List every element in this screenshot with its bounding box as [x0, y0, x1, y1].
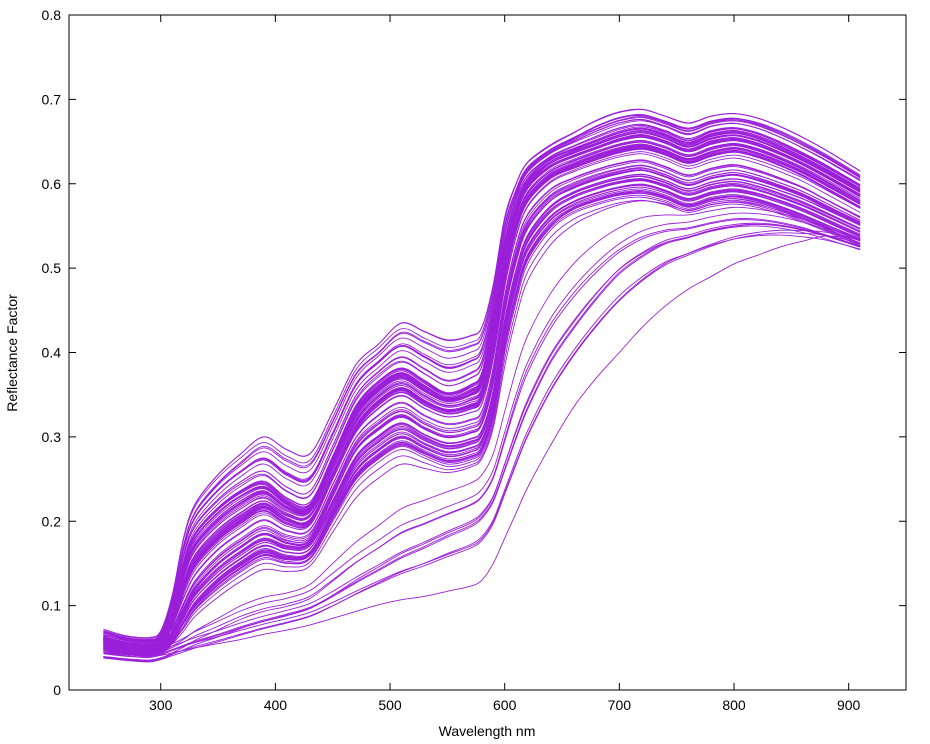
spectrum-line	[103, 200, 861, 656]
spectrum-line	[103, 178, 861, 651]
spectrum-line	[103, 123, 861, 647]
spectrum-line	[103, 147, 861, 650]
spectrum-line	[103, 160, 861, 648]
spectrum-line	[103, 125, 861, 642]
spectrum-line	[103, 115, 861, 647]
x-tick-label: 400	[264, 697, 288, 713]
spectrum-line	[103, 141, 861, 647]
spectrum-line	[103, 179, 861, 655]
spectrum-line	[103, 169, 861, 655]
spectrum-line	[103, 113, 861, 647]
spectrum-line	[103, 234, 861, 663]
spectrum-line	[103, 223, 861, 657]
spectrum-line	[103, 136, 861, 643]
y-tick-label: 0.6	[42, 176, 62, 192]
spectrum-line	[103, 178, 861, 653]
series-layer	[103, 108, 861, 663]
x-tick-label: 300	[149, 697, 173, 713]
spectrum-line	[103, 222, 861, 654]
spectrum-line	[103, 134, 861, 646]
y-tick-label: 0.5	[42, 260, 62, 276]
x-tick-label: 500	[378, 697, 402, 713]
x-tick-label: 700	[608, 697, 632, 713]
spectrum-line	[103, 194, 861, 657]
x-tick-label: 800	[722, 697, 746, 713]
y-tick-label: 0.4	[42, 345, 62, 361]
y-tick-label: 0.1	[42, 598, 62, 614]
spectrum-line	[103, 116, 861, 639]
spectrum-line	[103, 109, 861, 639]
x-axis-label: Wavelength nm	[439, 723, 536, 739]
x-tick-label: 900	[837, 697, 861, 713]
y-tick-label: 0	[53, 682, 61, 698]
spectrum-line	[103, 145, 861, 648]
y-tick-label: 0.3	[42, 429, 62, 445]
spectrum-line	[103, 148, 861, 653]
spectrum-line	[103, 167, 861, 651]
spectrum-line	[103, 188, 861, 654]
spectrum-line	[103, 164, 861, 648]
spectrum-line	[103, 199, 861, 654]
spectrum-line	[103, 146, 861, 651]
x-tick-label: 600	[493, 697, 517, 713]
spectrum-line	[103, 206, 861, 656]
spectrum-line	[103, 159, 861, 648]
spectrum-line	[103, 190, 861, 654]
y-tick-label: 0.8	[42, 7, 62, 23]
spectrum-line	[103, 232, 861, 661]
spectrum-line	[103, 128, 861, 649]
spectrum-line	[103, 224, 861, 658]
y-tick-label: 0.2	[42, 513, 62, 529]
y-tick-label: 0.7	[42, 91, 62, 107]
spectrum-line	[103, 161, 861, 648]
tick-layer: 300 400 500 600 700 800 900 0 0.1 0.2 0.3 0.4 0.5 0.6…	[42, 7, 906, 713]
y-axis-label: Reflectance Factor	[4, 294, 20, 412]
spectrum-line	[103, 219, 861, 656]
spectrum-line	[103, 218, 861, 662]
spectrum-line	[103, 212, 861, 652]
spectrum-line	[103, 132, 861, 648]
spectrum-line	[103, 153, 861, 646]
spectrum-line	[103, 191, 861, 658]
spectrum-line	[103, 229, 861, 657]
spectrum-line	[103, 120, 861, 644]
